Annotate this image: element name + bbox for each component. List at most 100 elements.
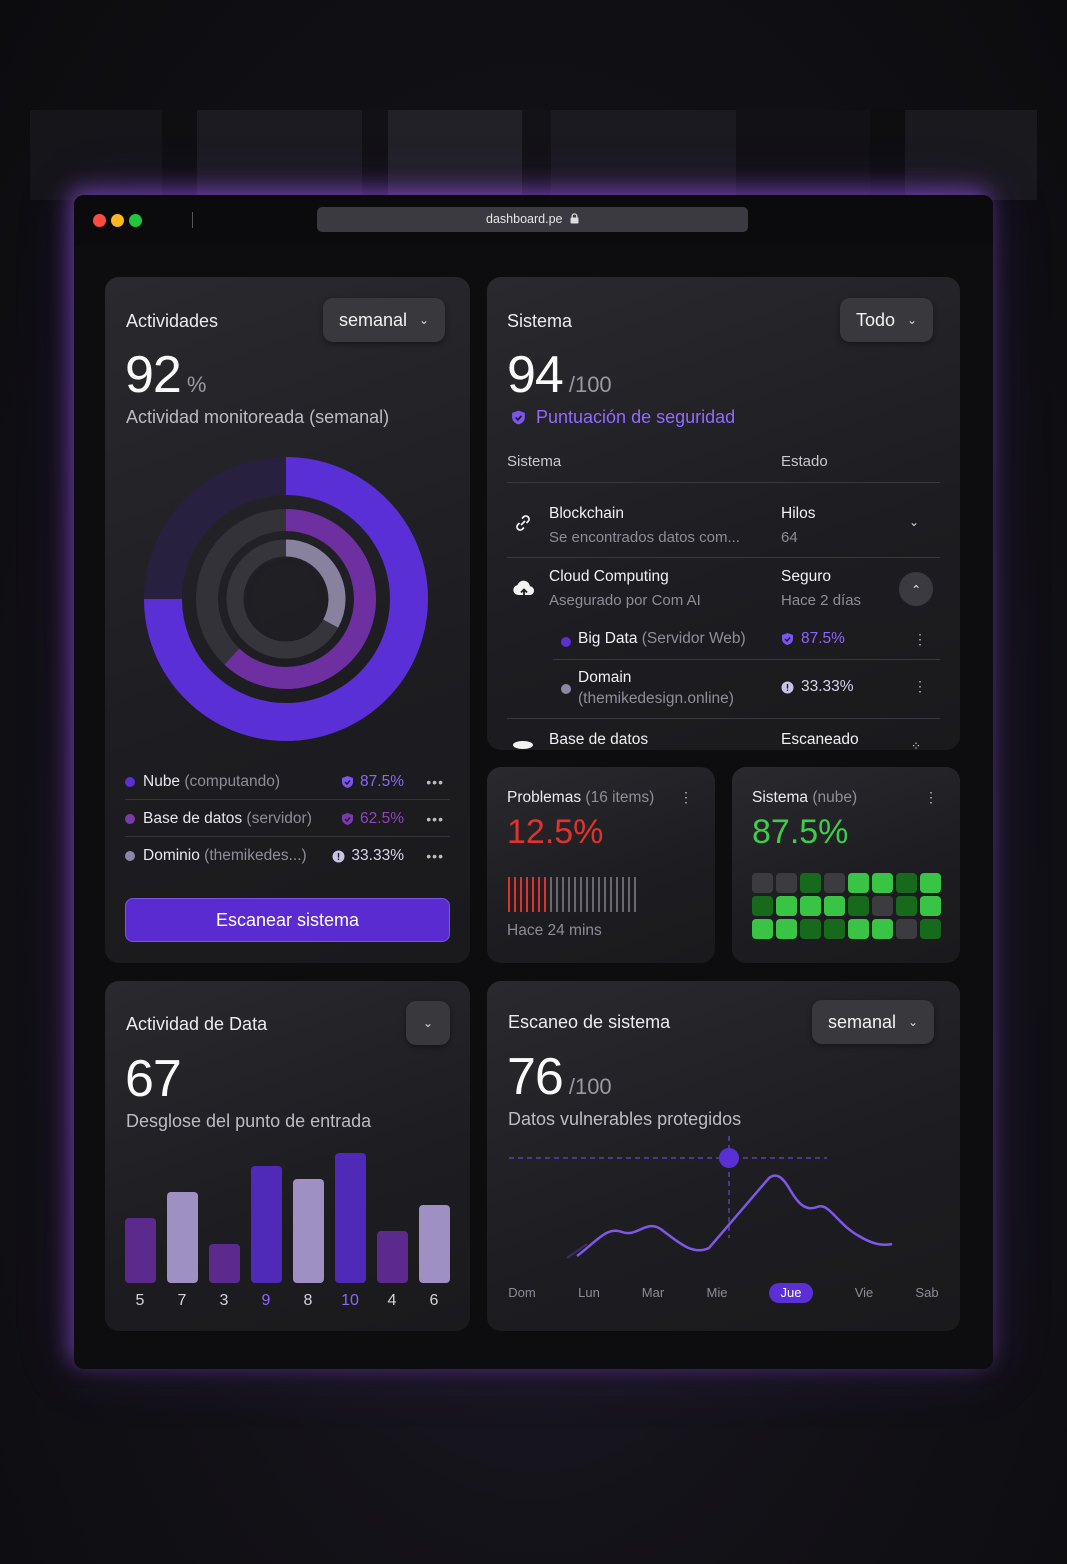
close-window-button[interactable] xyxy=(93,214,106,227)
browser-window: dashboard.pe Actividades semanal ⌄ 92% A… xyxy=(74,195,993,1369)
options-dropdown[interactable]: ⌄ xyxy=(406,1001,450,1045)
more-vertical-icon[interactable]: ⋮ xyxy=(679,789,693,805)
status-cell xyxy=(872,896,893,916)
status-cell xyxy=(776,873,797,893)
bar-label: 4 xyxy=(387,1292,397,1309)
issue-bar xyxy=(562,877,564,912)
day-label[interactable]: Mie xyxy=(706,1285,728,1300)
shield-check-icon xyxy=(342,775,354,788)
legend-dot xyxy=(561,637,571,647)
more-vertical-icon[interactable]: ⋮ xyxy=(913,631,927,647)
status-cell xyxy=(848,896,869,916)
issue-bar xyxy=(610,877,612,912)
day-label[interactable]: Lun xyxy=(578,1285,600,1300)
minimize-window-button[interactable] xyxy=(111,214,124,227)
row-title: Cloud Computing xyxy=(549,568,669,585)
filter-dropdown[interactable]: Todo ⌄ xyxy=(840,298,934,342)
data-subtitle: Desglose del punto de entrada xyxy=(126,1111,372,1131)
status-cell xyxy=(752,896,773,916)
period-dropdown[interactable]: semanal ⌄ xyxy=(812,1000,935,1044)
table-row[interactable]: Cloud Computing Asegurado por Com AI Seg… xyxy=(487,558,960,624)
issue-bar xyxy=(628,877,630,912)
sub-row-label: Domain (themikedesign.online) xyxy=(578,667,734,709)
sub-row[interactable]: Big Data (Servidor Web) 87.5% ⋮ xyxy=(487,624,960,659)
card-title: Actividades xyxy=(126,311,219,331)
day-label[interactable]: Dom xyxy=(508,1285,536,1300)
bar xyxy=(209,1244,240,1283)
day-label[interactable]: Sab xyxy=(915,1285,939,1300)
table-row[interactable]: Base de datos Escaneado ⁘ xyxy=(487,719,960,750)
background-columns xyxy=(30,110,1037,200)
bar-label: 9 xyxy=(261,1292,271,1309)
period-dropdown[interactable]: semanal ⌄ xyxy=(323,298,446,342)
legend-item[interactable]: Base de datos (servidor) 62.5% ••• xyxy=(125,801,450,837)
issue-bar xyxy=(538,877,540,912)
escaneo-unit: /100 xyxy=(568,1074,612,1099)
problemas-title: Problemas xyxy=(507,789,582,806)
issue-bar xyxy=(622,877,624,912)
row-subtitle: Se encontrados datos com... xyxy=(549,529,740,546)
security-score: 94/100 xyxy=(507,345,612,405)
issue-bar xyxy=(526,877,528,912)
divider xyxy=(507,718,940,719)
escaneo-score: 76/100 xyxy=(507,1047,612,1107)
sub-row[interactable]: Domain (themikedesign.online) 33.33% ⋮ xyxy=(487,660,960,718)
collapse-row-button[interactable]: ⌄ xyxy=(899,572,933,606)
issue-bar xyxy=(532,877,534,912)
bar-label: 6 xyxy=(429,1292,439,1309)
day-label[interactable]: Vie xyxy=(854,1285,874,1300)
chevron-down-icon: ⌄ xyxy=(907,313,918,327)
bar xyxy=(293,1179,324,1283)
database-icon xyxy=(513,741,533,749)
address-bar[interactable]: dashboard.pe xyxy=(317,207,748,232)
sub-row-detail: (themikedesign.online) xyxy=(578,690,734,707)
more-horizontal-icon[interactable]: ••• xyxy=(426,810,444,827)
card-title: Escaneo de sistema xyxy=(508,1012,671,1032)
problemas-value: 12.5% xyxy=(507,813,604,851)
more-horizontal-icon[interactable]: ••• xyxy=(426,773,444,790)
actividad-data-card: Actividad de Data ⌄ 67 Desglose del punt… xyxy=(105,981,470,1331)
status-cell xyxy=(824,919,845,939)
card-title: Sistema xyxy=(507,311,573,331)
status-cell xyxy=(848,919,869,939)
sistema-nube-card: Sistema (nube) ⋮ 87.5% xyxy=(732,767,960,963)
day-label[interactable]: Mar xyxy=(641,1285,665,1300)
status-cell xyxy=(800,896,821,916)
row-status-detail: Hace 2 días xyxy=(781,592,862,609)
issue-bar xyxy=(580,877,582,912)
bar xyxy=(125,1218,156,1283)
chevron-down-icon[interactable]: ⌄ xyxy=(909,515,920,529)
chart-active-point xyxy=(719,1148,739,1168)
alert-circle-icon xyxy=(781,681,794,693)
ring-middle-arc xyxy=(224,509,376,689)
row-title: Blockchain xyxy=(549,505,624,522)
legend-item[interactable]: Nube (computando) 87.5% ••• xyxy=(125,764,450,800)
nube-title: Sistema xyxy=(752,789,808,806)
score-unit: /100 xyxy=(568,372,612,397)
status-cell xyxy=(824,896,845,916)
more-vertical-icon[interactable]: ⋮ xyxy=(913,678,927,694)
titlebar-divider xyxy=(192,212,193,228)
status-cell xyxy=(872,919,893,939)
scan-system-button[interactable]: Escanear sistema xyxy=(125,898,450,942)
maximize-window-button[interactable] xyxy=(129,214,142,227)
legend-name: Base de datos xyxy=(143,809,243,827)
shield-check-icon xyxy=(512,410,525,425)
row-status: Seguro xyxy=(781,568,831,585)
more-horizontal-icon[interactable]: ••• xyxy=(426,848,444,864)
chevron-down-icon: ⌄ xyxy=(908,1015,919,1029)
status-cell xyxy=(848,873,869,893)
more-vertical-icon[interactable]: ⋮ xyxy=(924,789,938,805)
day-label[interactable]: Jue xyxy=(769,1283,813,1303)
nube-detail: (nube) xyxy=(812,789,858,806)
legend-name: Nube xyxy=(143,772,181,790)
radial-progress-chart xyxy=(144,457,428,741)
legend-item[interactable]: Dominio (themikedes...) 33.33% ••• xyxy=(125,838,450,874)
status-cell xyxy=(776,919,797,939)
issue-bar xyxy=(544,877,546,912)
legend-value-text: 62.5% xyxy=(360,809,404,827)
issue-bar xyxy=(604,877,606,912)
table-row[interactable]: Blockchain Se encontrados datos com... H… xyxy=(487,483,960,557)
bar-label: 8 xyxy=(303,1292,313,1309)
issue-bars xyxy=(508,877,636,912)
